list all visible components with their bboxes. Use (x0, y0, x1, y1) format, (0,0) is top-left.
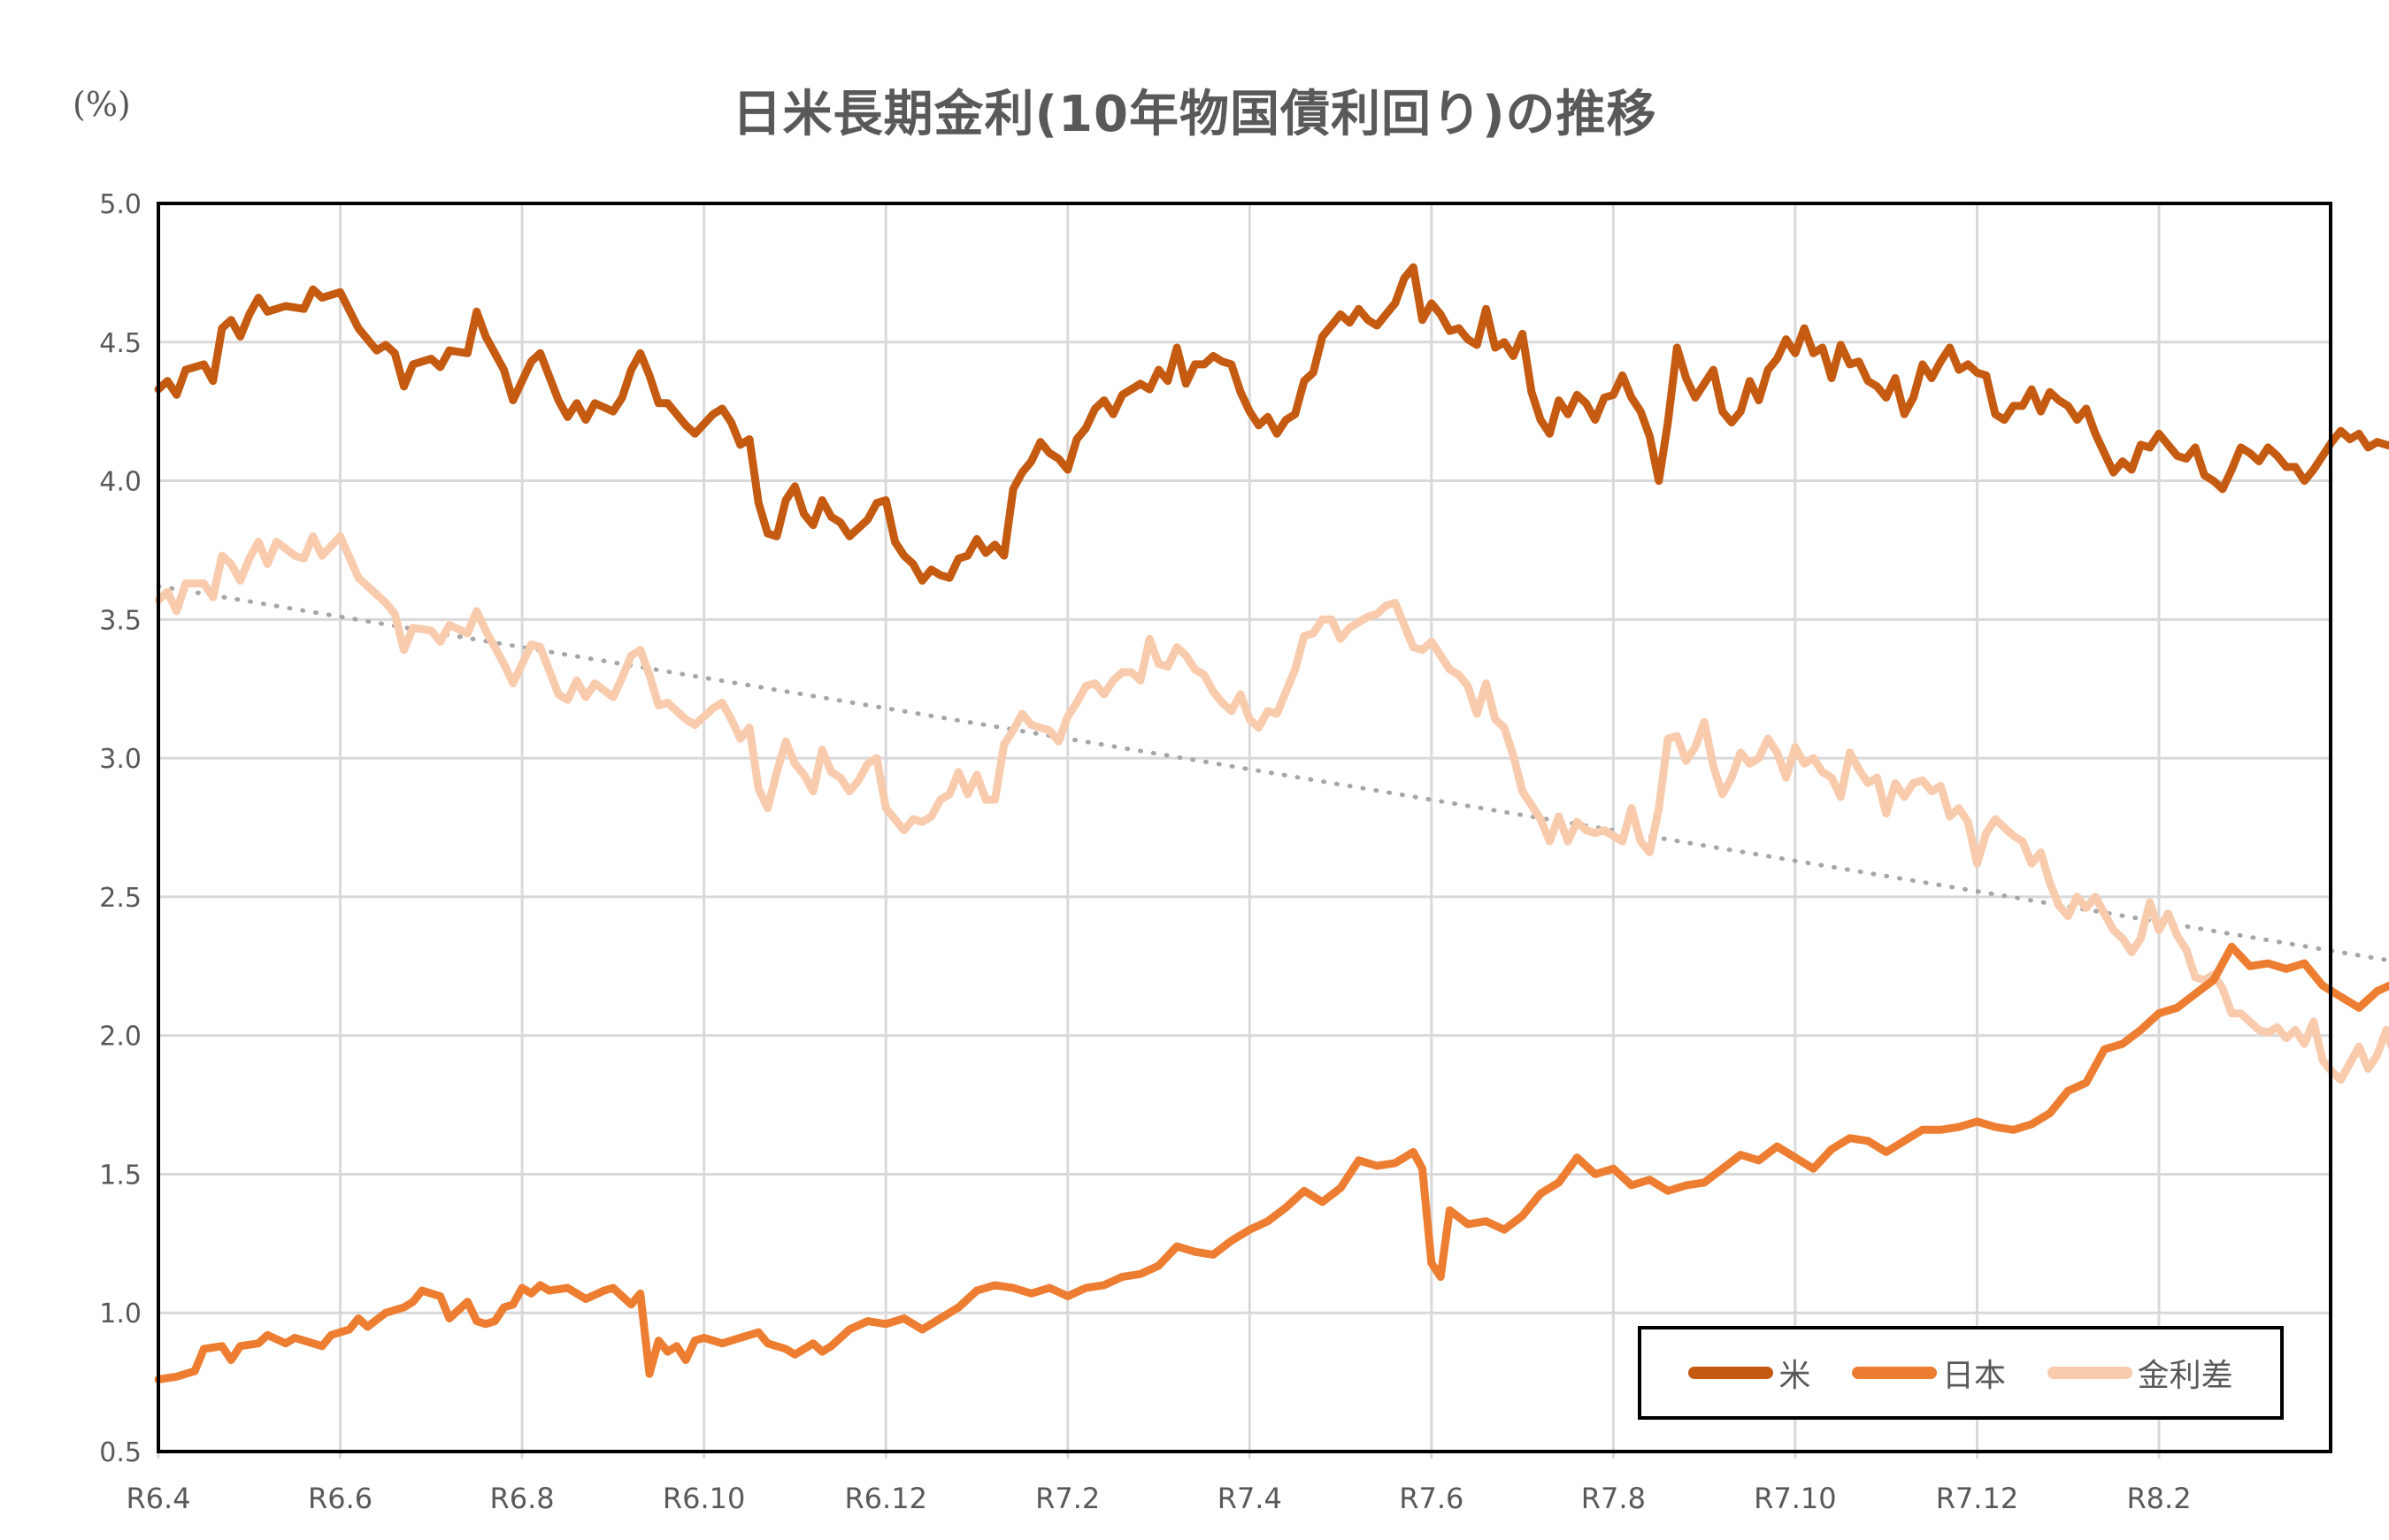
x-tick-label: R8.2 (2126, 1482, 2191, 1515)
legend-item-spread: 金利差 (2047, 1350, 2233, 1396)
x-tick-label: R7.2 (1035, 1482, 1100, 1515)
y-tick-label: 3.0 (99, 744, 142, 775)
x-tick-label: R6.4 (126, 1482, 190, 1515)
legend-item-japan: 日本 (1851, 1350, 2006, 1396)
y-axis-unit-label: (%) (73, 85, 131, 124)
y-tick-label: 1.0 (99, 1299, 142, 1329)
x-axis-ticks: R6.4 R6.6 R6.8 R6.10 R6.12 R7.2 R7.4 R7.6 R7.8 R7… (126, 1482, 2191, 1515)
series-line-3 (156, 584, 2389, 963)
legend-swatch-japan (1851, 1367, 1937, 1379)
x-tick-label: R7.6 (1399, 1482, 1463, 1515)
series-line-0 (154, 263, 2389, 585)
chart-title: 日米長期金利(10年物国債利回り)の推移 (732, 86, 1657, 143)
legend-swatch-spread (2047, 1367, 2132, 1379)
y-tick-label: 1.5 (99, 1160, 142, 1191)
legend-label-spread: 金利差 (2137, 1358, 2233, 1394)
y-tick-label: 4.5 (99, 328, 142, 359)
y-axis-ticks: 0.5 1.0 1.5 2.0 2.5 3.0 3.5 4.0 4.5 5.0 (99, 189, 142, 1468)
x-tick-label: R6.12 (844, 1482, 926, 1515)
y-tick-label: 4.0 (99, 467, 142, 498)
y-tick-label: 0.5 (99, 1437, 142, 1468)
y-tick-label: 5.0 (99, 189, 142, 220)
series-line-2 (154, 532, 2389, 1084)
x-tick-label: R7.12 (1936, 1482, 2018, 1515)
y-tick-label: 3.5 (99, 605, 142, 636)
series-line-1 (154, 942, 2389, 1383)
x-tick-label: R6.6 (308, 1482, 373, 1515)
legend-label-us: 米 (1778, 1358, 1811, 1394)
series-lines (154, 263, 2389, 1383)
x-tick-label: R7.4 (1218, 1482, 1282, 1515)
x-tick-label: R7.10 (1754, 1482, 1836, 1515)
legend-item-us: 米 (1688, 1350, 1810, 1396)
legend: 米 日本 金利差 (1638, 1326, 2284, 1420)
y-tick-label: 2.0 (99, 1022, 142, 1053)
x-tick-label: R6.10 (663, 1482, 745, 1515)
legend-label-japan: 日本 (1941, 1358, 2006, 1394)
x-tick-label: R6.8 (490, 1482, 555, 1515)
plot-area-border (157, 202, 2332, 1453)
legend-swatch-us (1688, 1367, 1774, 1379)
y-tick-label: 2.5 (99, 883, 142, 914)
x-tick-label: R7.8 (1581, 1482, 1646, 1515)
